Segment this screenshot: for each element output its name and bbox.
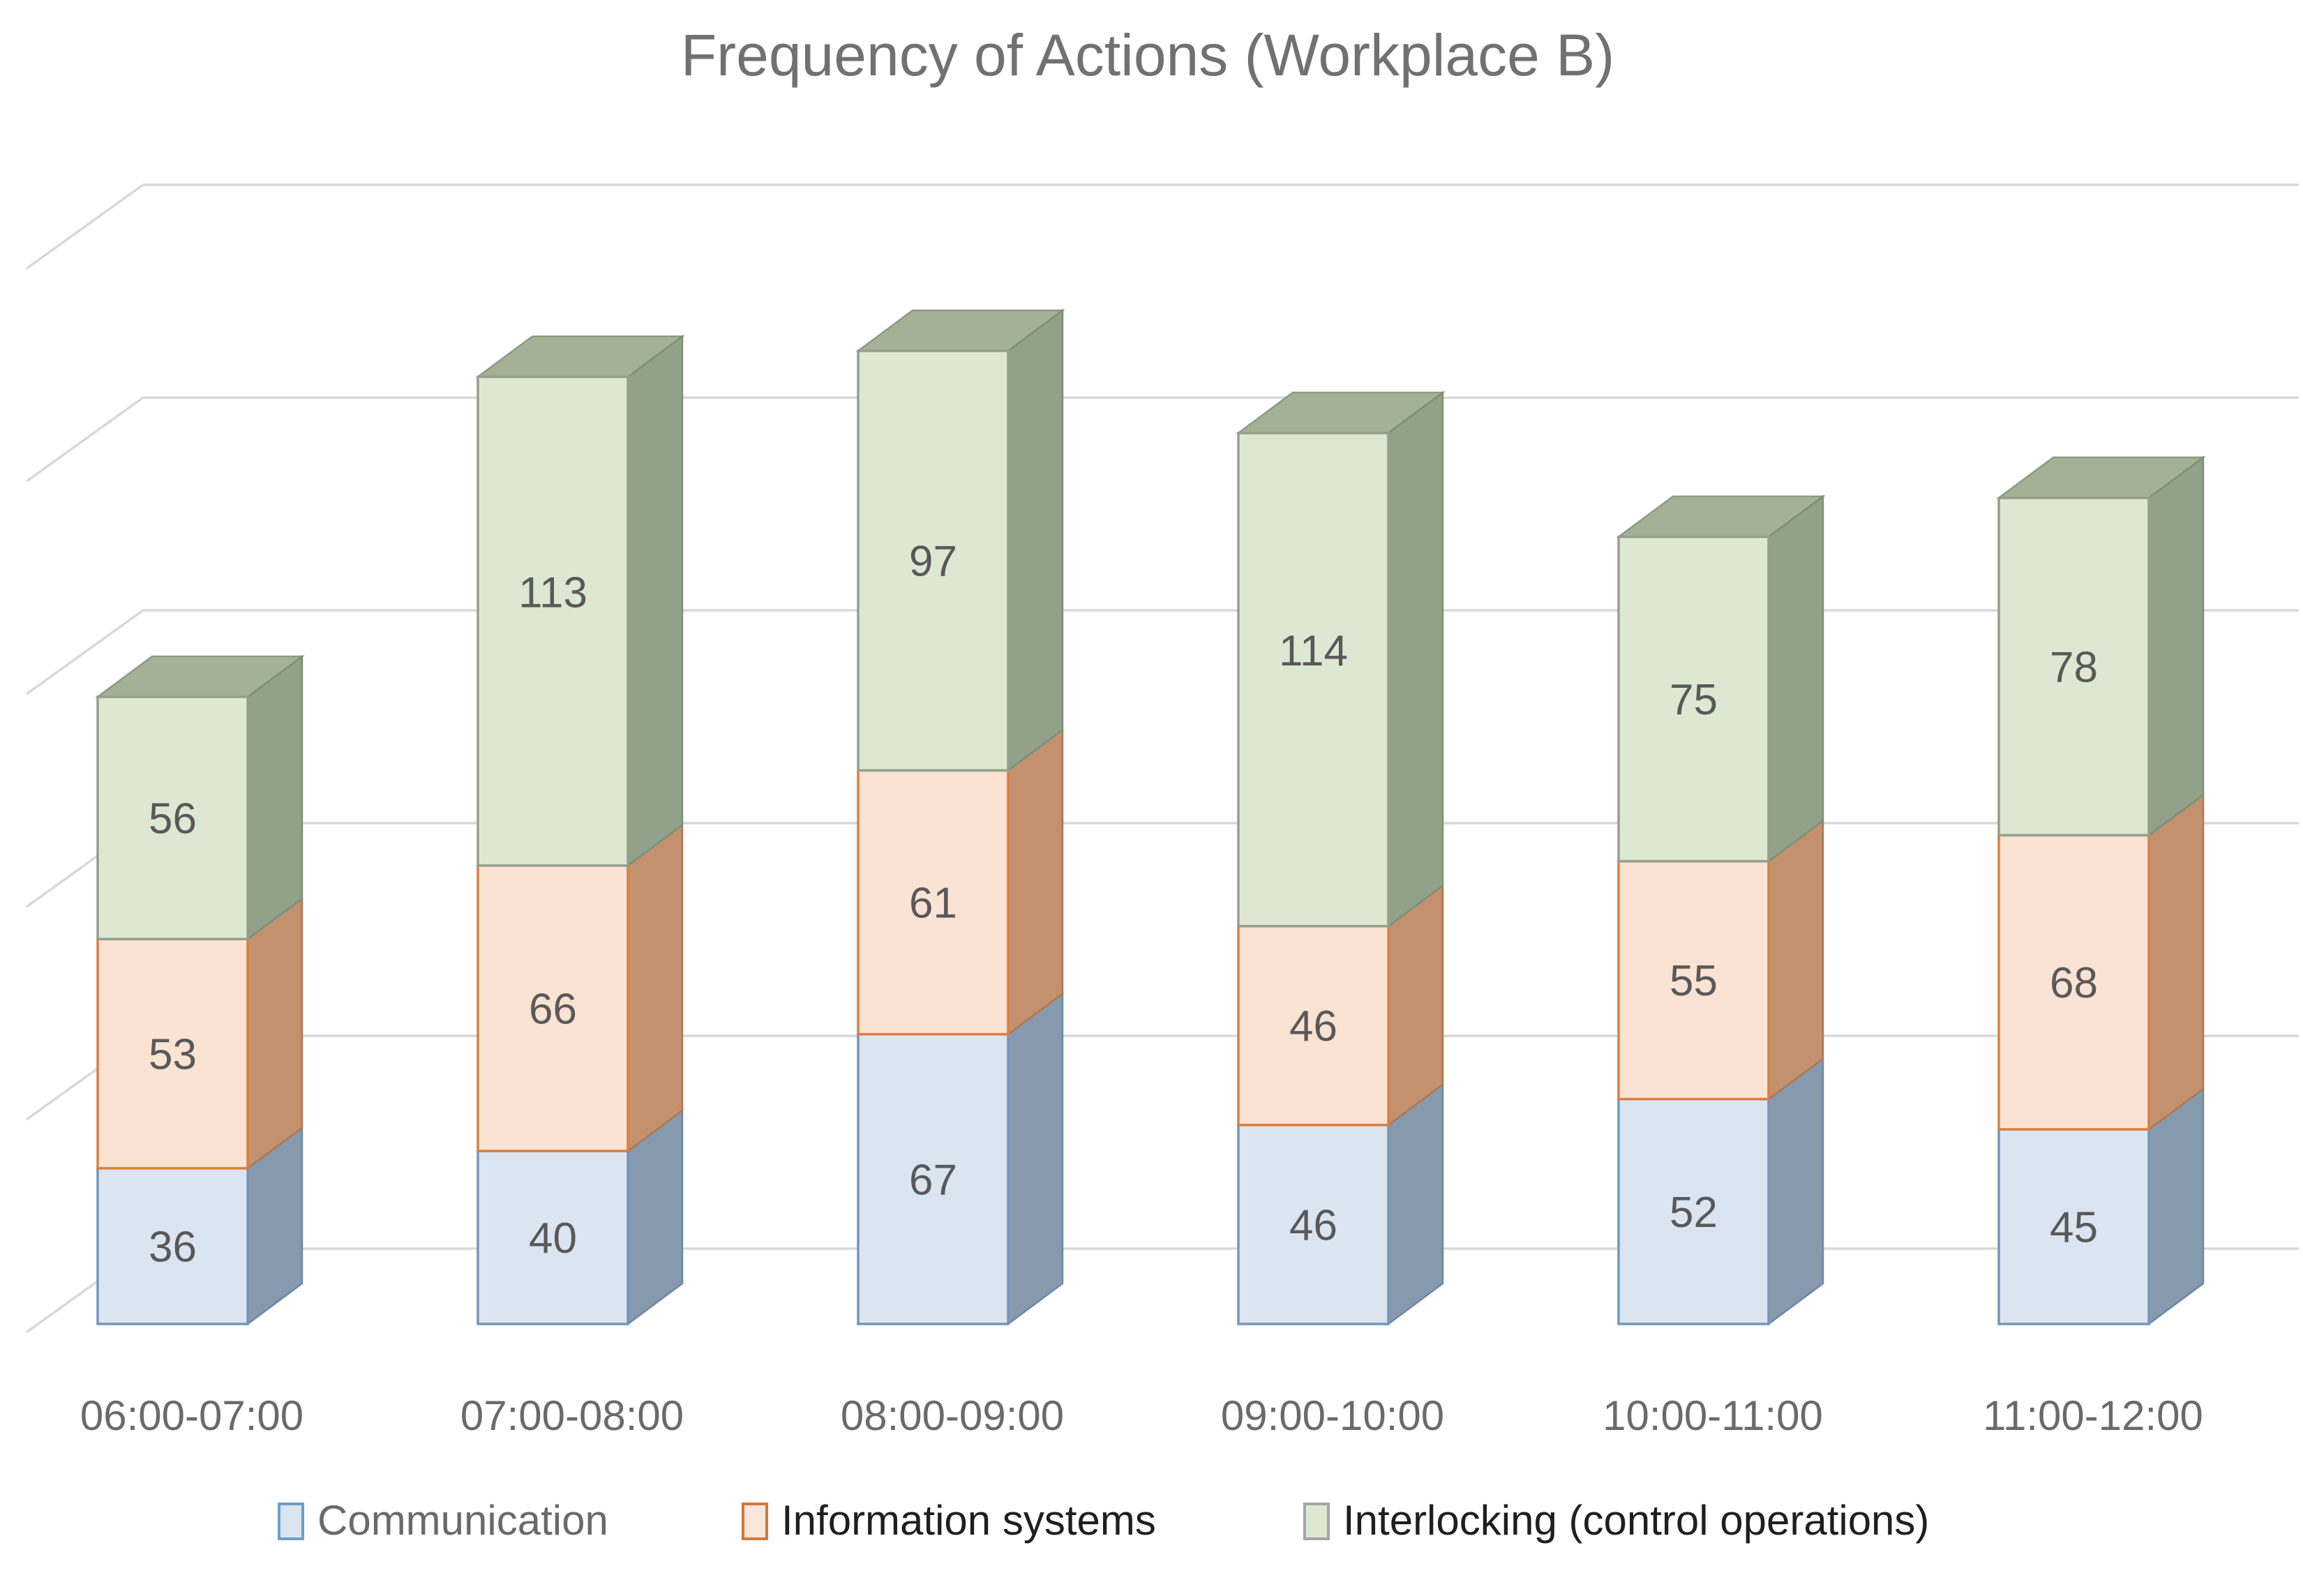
- gridline-side: [25, 609, 144, 695]
- segment-side-face: [1387, 1083, 1444, 1326]
- category-label: 09:00-10:00: [1221, 1392, 1444, 1439]
- gridline-side: [25, 396, 144, 483]
- segment-Information systems: 53: [96, 896, 303, 1170]
- value-label: 46: [1289, 1201, 1337, 1249]
- legend-item-information-systems: Information systems: [742, 1497, 1156, 1544]
- segment-side-face: [246, 896, 303, 1170]
- segment-Information systems: 61: [857, 728, 1064, 1037]
- segment-front-face: [1237, 432, 1390, 928]
- value-label: 36: [149, 1223, 197, 1271]
- segment-Interlocking (control operations): 56: [95, 654, 305, 941]
- segment-side-face: [627, 823, 684, 1153]
- legend-swatch-communication: [278, 1503, 304, 1540]
- category-label: 07:00-08:00: [460, 1392, 684, 1439]
- value-label: 56: [149, 795, 197, 843]
- legend-item-interlocking: Interlocking (control operations): [1303, 1497, 1929, 1544]
- segment-front-face: [1617, 1097, 1770, 1325]
- segment-Interlocking (control operations): 97: [855, 308, 1065, 772]
- segment-front-face: [1997, 834, 2150, 1131]
- bar-group-09:00-10:00: 46 46 114: [1236, 391, 1446, 1326]
- legend-item-communication: Communication: [278, 1497, 608, 1544]
- value-label: 68: [2050, 959, 2098, 1007]
- segment-front-face: [96, 695, 249, 940]
- legend: Communication Information systems Interl…: [278, 1497, 1929, 1544]
- gridlines-group: [25, 183, 2299, 1334]
- value-label: 45: [2050, 1204, 2098, 1252]
- segment-Interlocking (control operations): 114: [1236, 391, 1446, 928]
- segment-side-face: [1767, 819, 1824, 1101]
- value-label: 55: [1670, 957, 1718, 1005]
- value-label: 113: [518, 569, 587, 617]
- segment-Communication: 36: [96, 1126, 303, 1326]
- legend-label: Communication: [317, 1497, 608, 1544]
- value-label: 66: [529, 985, 577, 1033]
- value-label: 78: [2050, 644, 2098, 692]
- segment-front-face: [857, 1032, 1010, 1325]
- bar-group-11:00-12:00: 45 68 78: [1996, 456, 2206, 1326]
- category-label: 06:00-07:00: [80, 1392, 303, 1439]
- bar-group-10:00-11:00: 52 55 75: [1616, 495, 1826, 1326]
- segment-Communication: 52: [1617, 1057, 1824, 1326]
- segment-front-face: [1617, 859, 1770, 1101]
- category-label: 10:00-11:00: [1603, 1392, 1823, 1439]
- segment-Interlocking (control operations): 75: [1616, 495, 1826, 864]
- segment-side-face: [2147, 456, 2205, 837]
- segment-front-face: [857, 769, 1010, 1036]
- value-label: 46: [1289, 1002, 1337, 1051]
- value-label: 75: [1670, 676, 1718, 724]
- bar-group-06:00-07:00: 36 53 56: [95, 654, 305, 1326]
- legend-label: Information systems: [781, 1497, 1156, 1544]
- segment-Communication: 46: [1237, 1083, 1444, 1326]
- value-label: 40: [529, 1214, 577, 1263]
- bars-group: 36 53 56 40 66 113 67 61 97 46 46 114 52 55 75 45 68 78: [95, 308, 2206, 1326]
- segment-Interlocking (control operations): 78: [1996, 456, 2206, 837]
- segment-front-face: [1617, 535, 1770, 863]
- segment-side-face: [1007, 308, 1064, 772]
- segment-front-face: [477, 375, 629, 867]
- value-label: 61: [909, 880, 957, 928]
- legend-swatch-interlocking: [1303, 1503, 1330, 1540]
- category-axis: 06:00-07:00 07:00-08:00 08:00-09:00 09:0…: [80, 1392, 2203, 1439]
- segment-Information systems: 55: [1617, 819, 1824, 1101]
- bar-group-08:00-09:00: 67 61 97: [855, 308, 1065, 1326]
- segment-front-face: [96, 938, 249, 1170]
- segment-side-face: [1007, 992, 1064, 1326]
- segment-Communication: 67: [857, 992, 1064, 1326]
- segment-front-face: [1237, 1124, 1390, 1325]
- segment-front-face: [1237, 924, 1390, 1127]
- value-label: 114: [1279, 627, 1348, 675]
- segment-side-face: [2147, 792, 2205, 1131]
- segment-Communication: 45: [1997, 1087, 2205, 1326]
- segment-front-face: [477, 864, 629, 1152]
- segment-side-face: [1767, 1057, 1824, 1326]
- segment-front-face: [96, 1167, 249, 1325]
- segment-side-face: [246, 654, 303, 941]
- segment-side-face: [1387, 391, 1444, 928]
- segment-front-face: [857, 349, 1010, 772]
- segment-Interlocking (control operations): 113: [475, 334, 685, 868]
- legend-label: Interlocking (control operations): [1343, 1497, 1929, 1544]
- category-label: 11:00-12:00: [1983, 1392, 2203, 1439]
- legend-swatch-information-systems: [742, 1503, 768, 1540]
- segment-side-face: [627, 334, 684, 868]
- segment-side-face: [1387, 884, 1444, 1127]
- category-label: 08:00-09:00: [841, 1392, 1064, 1439]
- value-label: 97: [909, 538, 957, 586]
- segment-front-face: [1997, 497, 2150, 837]
- segment-front-face: [477, 1150, 629, 1325]
- value-label: 53: [149, 1031, 197, 1079]
- segment-Information systems: 66: [477, 823, 684, 1153]
- value-label: 67: [909, 1156, 957, 1204]
- segment-side-face: [1767, 495, 1824, 864]
- segment-Information systems: 68: [1997, 792, 2205, 1131]
- bar-group-07:00-08:00: 40 66 113: [475, 334, 685, 1326]
- segment-Information systems: 46: [1237, 884, 1444, 1127]
- chart-title: Frequency of Actions (Workplace B): [681, 22, 1614, 88]
- value-label: 52: [1670, 1189, 1718, 1237]
- segment-side-face: [1007, 728, 1064, 1037]
- gridline-side: [25, 183, 144, 270]
- segment-front-face: [1997, 1128, 2150, 1325]
